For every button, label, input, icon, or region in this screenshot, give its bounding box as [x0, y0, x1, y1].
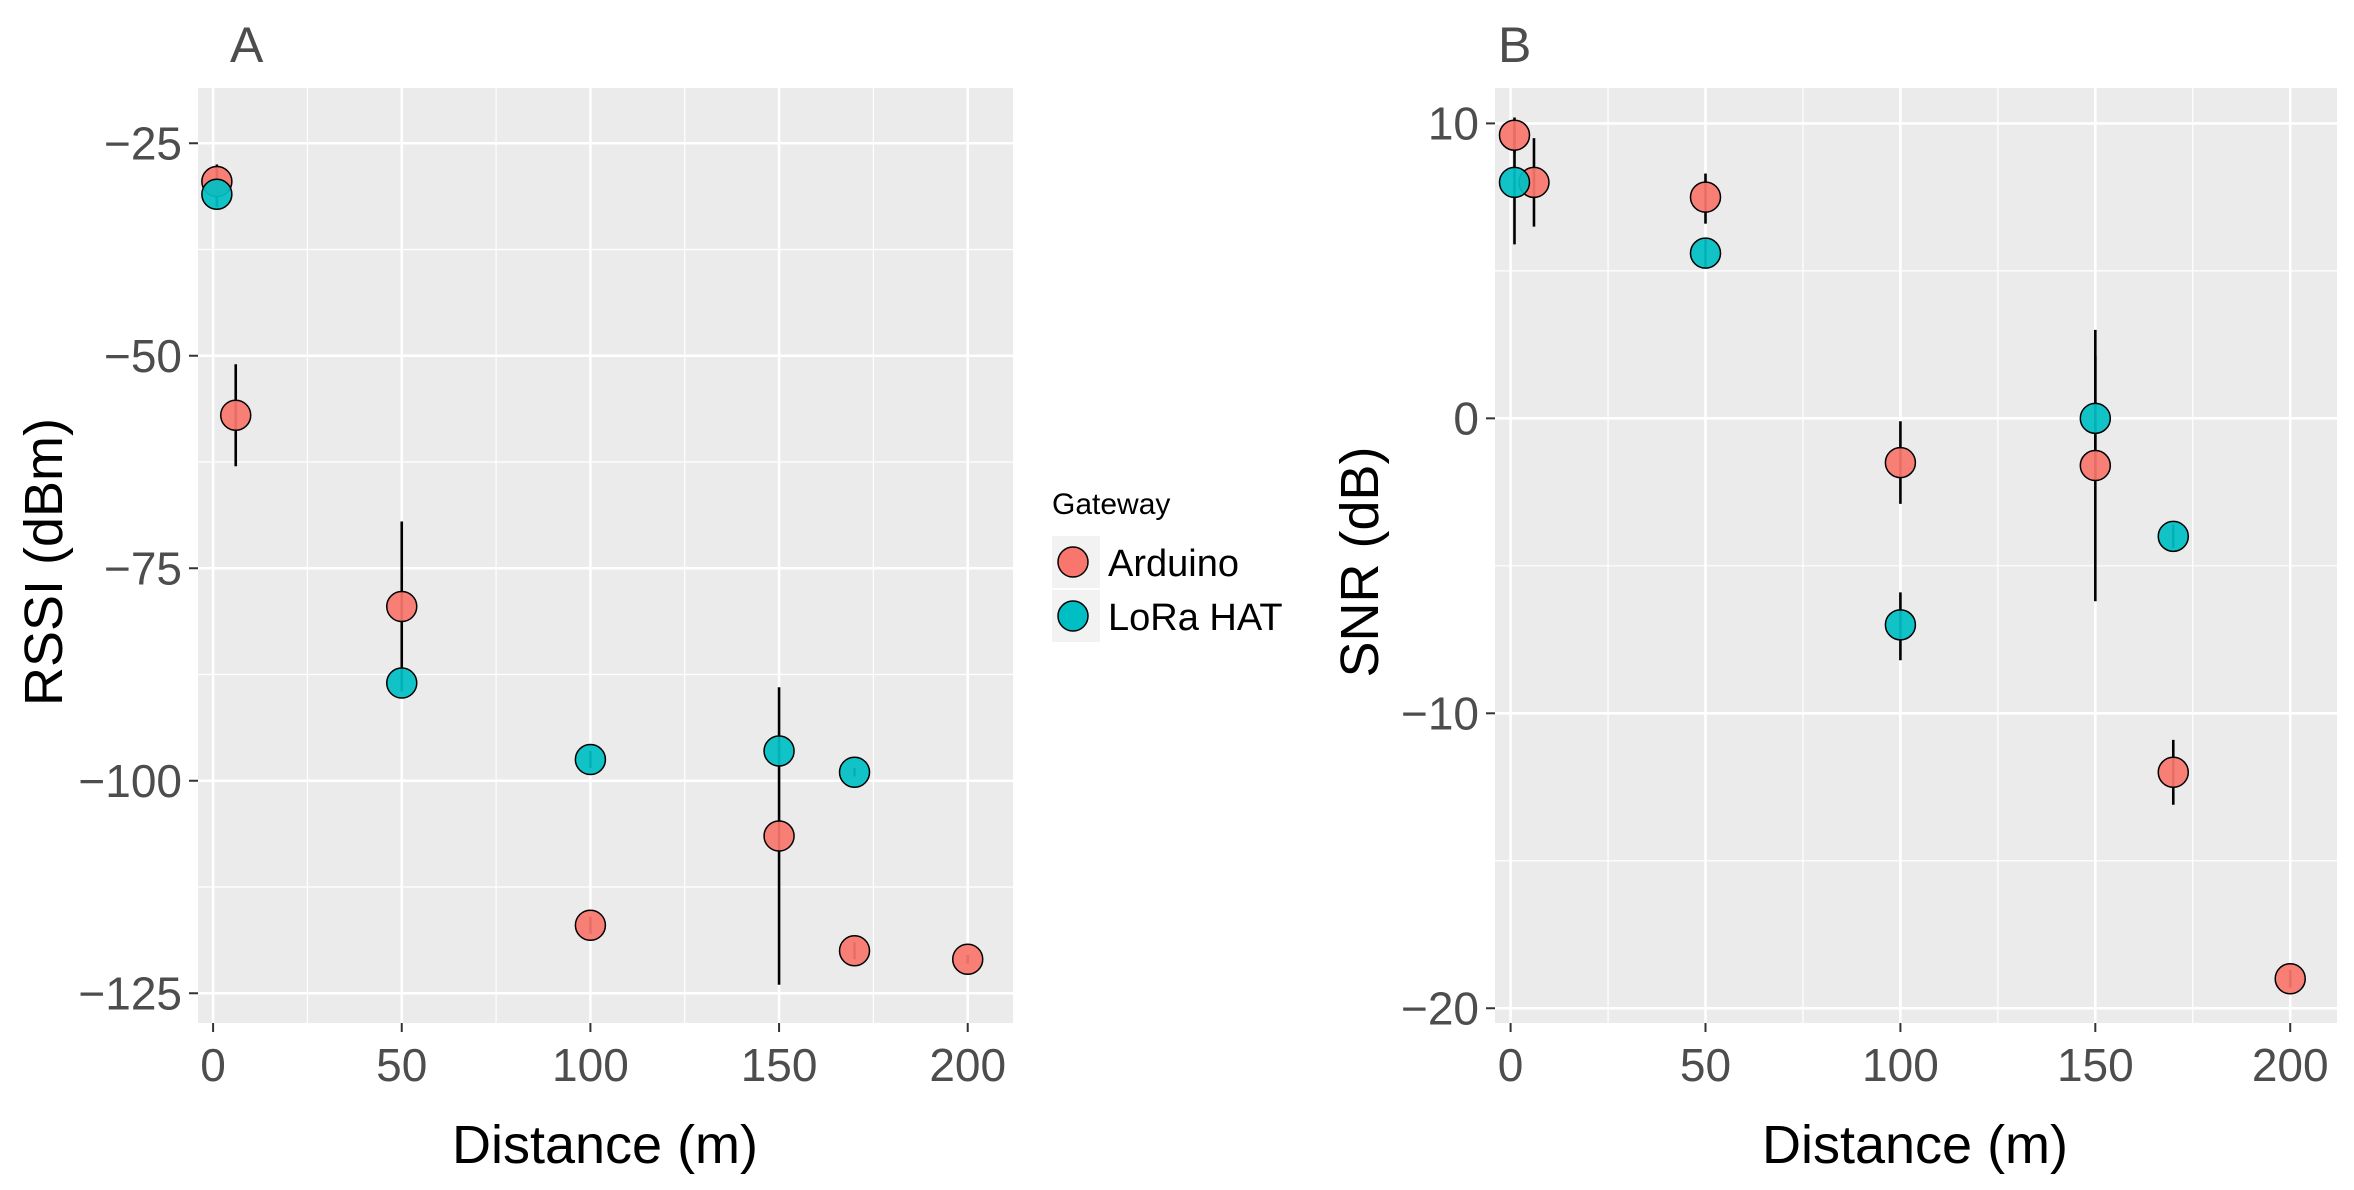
panel-a-y-axis-title: RSSI (dBm) — [14, 418, 74, 706]
panel-b-y-tick-label: −20 — [1401, 982, 1479, 1034]
panel-a-point-arduino — [951, 943, 984, 975]
panel-a-point-arduino — [838, 935, 871, 967]
panel-b-point-arduino — [2157, 756, 2190, 789]
panel-a-point-arduino — [574, 909, 607, 941]
panel-b-x-tick-label: 100 — [1862, 1039, 1939, 1091]
panel-a-y-tick-labels: −25 −50 −75 −100 −125 — [78, 117, 182, 1019]
panel-b-point-arduino — [2079, 449, 2112, 482]
panel-b-grid — [1495, 88, 2337, 1023]
panel-b-points — [1498, 117, 2306, 995]
panel-b-point-arduino — [2274, 963, 2306, 995]
panel-b-background — [1495, 88, 2337, 1023]
legend-label-arduino: Arduino — [1108, 543, 1239, 585]
panel-a-point-lora-hat — [838, 756, 871, 788]
panel-b-x-axis-title: Distance (m) — [1762, 1115, 2068, 1175]
panel-b-point-lora-hat — [1689, 237, 1722, 269]
panel-a-point-arduino — [219, 399, 252, 431]
panel-b-x-tick-label: 150 — [2057, 1039, 2134, 1091]
panel-b-y-tick-labels: 10 0 −10 −20 — [1401, 97, 1479, 1034]
panel-b: 0 50 100 150 200 100−10−20 B Distance (m) SN… — [1330, 17, 2337, 1175]
panel-a-point-lora-hat — [201, 178, 233, 210]
panel-a-y-tick-label: −50 — [104, 330, 182, 382]
panel-b-y-tick-label: 10 — [1428, 97, 1479, 149]
panel-b-y-axis-title: SNR (dB) — [1330, 446, 1390, 677]
panel-a-y-tick-label: −75 — [104, 542, 182, 594]
legend: Gateway Arduino LoRa HAT — [1052, 488, 1283, 642]
panel-a-grid — [198, 88, 1013, 1023]
panel-a-x-tick-label: 150 — [741, 1039, 818, 1091]
panel-a-y-tick-label: −25 — [104, 117, 182, 169]
legend-key-lora-hat — [1057, 600, 1089, 632]
panel-a-point-lora-hat — [386, 667, 418, 699]
panel-a-label: A — [230, 17, 264, 73]
panel-a-points — [201, 164, 984, 985]
panel-a-x-tick-label: 200 — [929, 1039, 1006, 1091]
panel-a-x-tick-labels: 0 50 100 150 200 — [200, 1039, 1006, 1091]
panel-b-y-tick-label: −10 — [1401, 687, 1479, 739]
panel-b-point-arduino — [1689, 181, 1722, 213]
panel-a-x-tick-label: 0 — [200, 1039, 226, 1091]
panel-b-label: B — [1498, 17, 1531, 73]
legend-title: Gateway — [1052, 488, 1170, 521]
panel-b-y-tick-label: 0 — [1453, 392, 1479, 444]
panel-a-x-tick-label: 50 — [376, 1039, 427, 1091]
panel-b-point-arduino — [1884, 446, 1917, 479]
panel-a: 0 50 100 150 200 −25 −50 −75 −100 −125 A Distanc… — [14, 17, 1013, 1175]
panel-b-x-tick-label: 200 — [2252, 1039, 2329, 1091]
panel-b-tick-marks — [1486, 122, 2292, 1032]
panel-b-x-tick-label: 50 — [1680, 1039, 1731, 1091]
panel-a-point-arduino — [763, 820, 795, 852]
panel-b-point-lora-hat — [2157, 520, 2190, 553]
panel-b-point-lora-hat — [2079, 402, 2112, 435]
panel-a-tick-marks — [189, 142, 969, 1032]
panel-b-point-lora-hat — [1498, 166, 1531, 199]
panel-a-y-tick-label: −125 — [78, 967, 182, 1019]
panel-b-x-tick-labels: 0 50 100 150 200 — [1498, 1039, 2329, 1091]
panel-b-point-lora-hat — [1884, 609, 1917, 641]
panel-a-background — [198, 88, 1013, 1023]
panel-a-x-axis-title: Distance (m) — [452, 1115, 758, 1175]
panel-a-point-arduino — [386, 590, 418, 623]
panel-b-point-arduino — [1498, 119, 1531, 151]
panel-a-point-lora-hat — [574, 743, 607, 776]
panel-a-point-lora-hat — [763, 735, 795, 767]
panel-a-y-tick-label: −100 — [78, 755, 182, 807]
panel-b-x-tick-label: 0 — [1498, 1039, 1524, 1091]
panel-a-x-tick-label: 100 — [552, 1039, 629, 1091]
legend-label-lora-hat: LoRa HAT — [1108, 597, 1283, 639]
legend-key-arduino — [1057, 546, 1089, 578]
